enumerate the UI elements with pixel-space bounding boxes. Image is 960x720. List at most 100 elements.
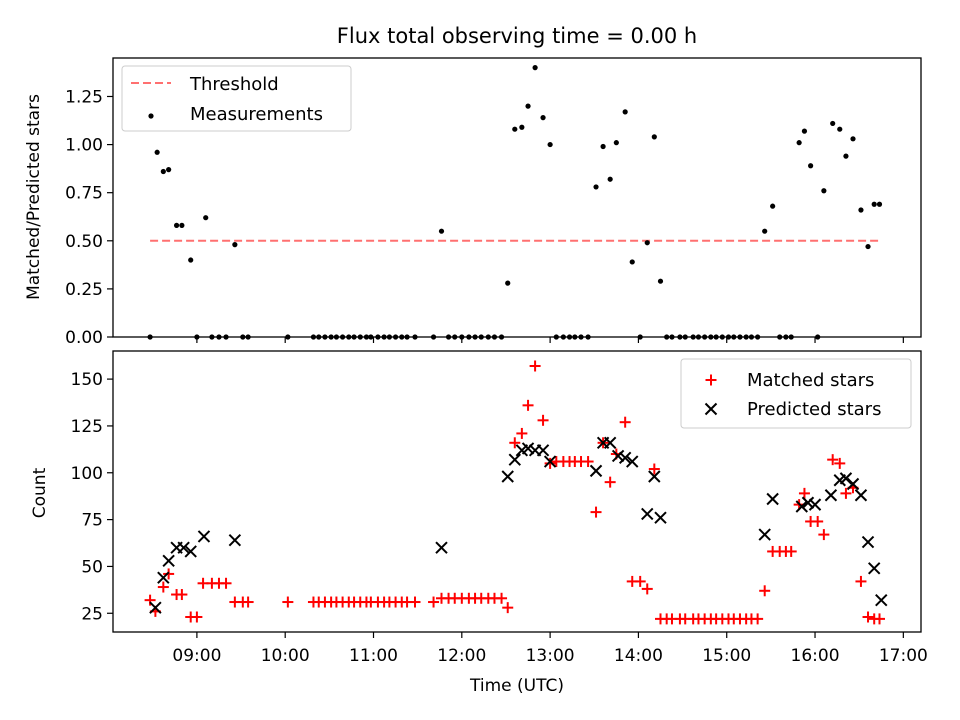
predicted-x-b [501, 470, 514, 483]
predicted-x-b [641, 507, 654, 521]
matched-star-point [641, 583, 653, 595]
matched-star-point [144, 594, 156, 606]
bottom-x-tick-label: 14:00 [614, 646, 663, 666]
predicted-star-point [508, 453, 521, 466]
bottom-x-tick-label: 09:00 [172, 646, 221, 666]
legend-measurements-label: Measurements [190, 104, 323, 125]
measurement-point [801, 128, 808, 134]
measurement-point [203, 215, 209, 221]
measurement-point [762, 228, 768, 234]
predicted-star-point [536, 444, 550, 457]
predicted-star-point [626, 455, 639, 468]
top-panel: 0.00 0.25 0.50 0.75 1.00 1.25 Matched/Predict… [24, 57, 922, 348]
top-y-ticks: 0.00 0.25 0.50 0.75 1.00 1.25 [65, 87, 113, 348]
measurement-point [525, 103, 531, 109]
matched-star-point [855, 575, 867, 587]
predicted-star-point [162, 554, 175, 568]
bottom-axes-frame [112, 350, 922, 633]
bottom-x-tick-label: 11:00 [349, 646, 398, 666]
measurement-point [512, 126, 518, 132]
predicted-x-b [521, 442, 535, 455]
predicted-x-b [149, 601, 162, 614]
legend-matched-swatch [705, 374, 717, 386]
measurement-point [519, 124, 525, 130]
measurement-point [600, 143, 606, 150]
predicted-star-point [641, 507, 654, 521]
measurement-point [850, 136, 856, 142]
legend-matched-label: Matched stars [747, 370, 874, 391]
predicted-star-point [611, 449, 625, 463]
predicted-x-b [184, 545, 197, 558]
top-legend: Threshold Measurements [121, 65, 352, 132]
predicted-x-b [766, 492, 779, 506]
top-y-tick-label: 0.50 [65, 232, 103, 252]
measurement-point [830, 120, 836, 127]
bottom-y-ticks: 25 50 75 100 125 150 [71, 370, 113, 624]
predicted-star-point [521, 442, 535, 455]
matched-star-point [163, 568, 175, 580]
bottom-panel: 25 50 75 100 125 150 09:00 10:00 11:00 12:00 13:0… [30, 350, 928, 696]
predicted-star-point [149, 601, 162, 614]
matched-star-point [648, 463, 660, 475]
measurement-point [173, 222, 180, 228]
bottom-y-tick-label: 125 [71, 417, 103, 437]
predicted-star-point [184, 545, 197, 558]
bottom-x-tick-label: 16:00 [791, 646, 840, 666]
predicted-star-point [603, 436, 617, 449]
top-y-tick-label: 1.00 [65, 136, 103, 156]
predicted-star-point [867, 562, 881, 575]
legend-predicted-swatch [704, 402, 718, 416]
legend-predicted-label: Predicted stars [747, 399, 881, 420]
matched-star-point [582, 456, 594, 468]
matched-star-point [516, 427, 528, 439]
predicted-star-point [766, 492, 779, 506]
legend-threshold-label: Threshold [189, 74, 279, 95]
measurement-point [871, 201, 877, 207]
measurement-point [179, 222, 185, 228]
matched-star-point [827, 454, 839, 466]
bottom-x-tick-label: 15:00 [702, 646, 751, 666]
predicted-x-b [228, 534, 242, 547]
matched-star-point [634, 575, 646, 587]
predicted-star-point [589, 464, 603, 478]
matched-star-point [282, 596, 294, 608]
matched-star-point [818, 529, 830, 541]
measurement-point [532, 65, 538, 71]
top-axes-frame [112, 57, 922, 338]
measurement-point [657, 278, 664, 284]
top-x-ticks [196, 337, 904, 343]
bottom-x-ticks: 09:00 10:00 11:00 12:00 13:00 14:00 15:00 16:00… [172, 632, 928, 666]
matched-star-point [529, 360, 541, 372]
measurement-point [593, 184, 599, 190]
matched-star-point [619, 416, 631, 428]
predicted-x-b [846, 477, 860, 491]
predicted-star-point [618, 451, 632, 464]
measurement-point [796, 140, 802, 146]
predicted-star-point [808, 498, 822, 511]
measurement-point [770, 203, 776, 209]
measurement-point [843, 153, 849, 159]
measurement-point [232, 242, 238, 248]
measurement-point [808, 163, 814, 169]
predicted-x-b [177, 541, 190, 554]
matched-star-point [176, 589, 188, 601]
measurement-point [540, 115, 546, 121]
predicted-x-b [808, 498, 822, 511]
predicted-x-b [197, 530, 211, 543]
predicted-x-b [801, 496, 815, 509]
predicted-star-point [543, 455, 557, 468]
predicted-star-point [435, 541, 448, 554]
measurement-point [613, 140, 619, 146]
predicted-star-point [875, 593, 888, 607]
top-legend-box [121, 65, 352, 132]
matched-star-point [590, 506, 602, 518]
predicted-star-point [824, 489, 838, 502]
top-y-tick-label: 1.25 [65, 87, 103, 107]
matched-star-point [834, 457, 846, 469]
predicted-x-b [589, 464, 603, 478]
measurement-point [438, 228, 445, 234]
predicted-x-b [654, 511, 667, 524]
measurement-point [622, 109, 628, 115]
measurement-point [876, 201, 883, 207]
measurement-point [188, 257, 194, 263]
